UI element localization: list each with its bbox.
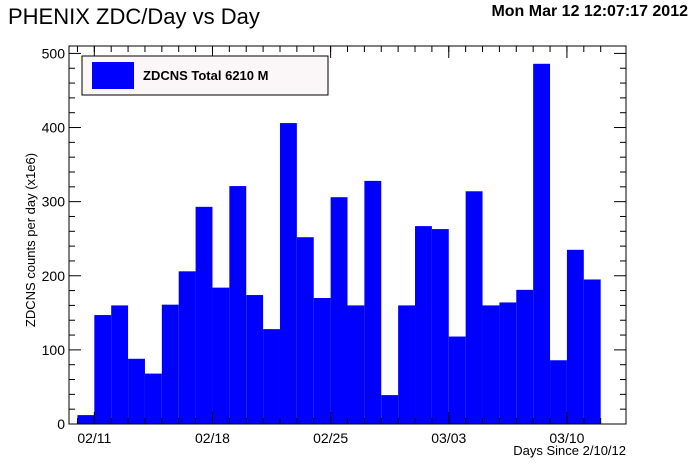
bar [111, 305, 129, 424]
bar [415, 226, 432, 424]
bar [263, 329, 280, 424]
x-axis-title: Days Since 2/10/12 [513, 443, 626, 458]
bar [381, 395, 399, 424]
bar [296, 237, 314, 424]
page-title: PHENIX ZDC/Day vs Day [8, 4, 260, 29]
bar [229, 186, 247, 424]
bar [566, 249, 584, 424]
x-tick-label: 03/10 [549, 430, 584, 446]
bar [195, 206, 213, 424]
bar [516, 289, 534, 424]
bar [144, 373, 162, 424]
timestamp: Mon Mar 12 12:07:17 2012 [491, 3, 688, 20]
bar [364, 180, 382, 424]
x-tick-label: 02/25 [313, 430, 348, 446]
x-tick-label: 02/18 [195, 430, 230, 446]
y-tick-label: 500 [42, 45, 66, 61]
bar [212, 287, 230, 424]
bar [347, 305, 365, 424]
bar [77, 415, 95, 424]
y-tick-label: 0 [57, 416, 65, 432]
bar [398, 305, 416, 424]
bar [94, 315, 112, 424]
ticks-group: 0 100 200 300 400 500 02/11 02/18 02/25 03/03 03/1… [42, 45, 626, 446]
legend-label: ZDCNS Total 6210 M [143, 68, 268, 83]
bar [178, 271, 196, 424]
bar [161, 304, 179, 424]
bar [313, 298, 331, 424]
legend: ZDCNS Total 6210 M [81, 55, 329, 96]
bar [431, 229, 449, 424]
legend-swatch [92, 62, 134, 89]
bars-group [77, 63, 601, 425]
bar [465, 191, 483, 424]
y-tick-label: 400 [42, 120, 66, 136]
bar [448, 336, 466, 424]
bar [246, 295, 264, 424]
y-tick-label: 300 [42, 194, 66, 210]
bar [499, 302, 517, 424]
bar [550, 360, 567, 424]
y-tick-label: 100 [42, 342, 66, 358]
bar [330, 197, 348, 424]
y-axis-title: ZDCNS counts per day (x1e6) [23, 153, 38, 327]
bar [128, 358, 145, 424]
bar [533, 63, 551, 424]
bar [279, 123, 297, 425]
x-tick-label: 03/03 [431, 430, 466, 446]
y-tick-label: 200 [42, 268, 66, 284]
bar [482, 305, 500, 424]
bar [583, 279, 601, 424]
x-tick-label: 02/11 [77, 430, 111, 446]
